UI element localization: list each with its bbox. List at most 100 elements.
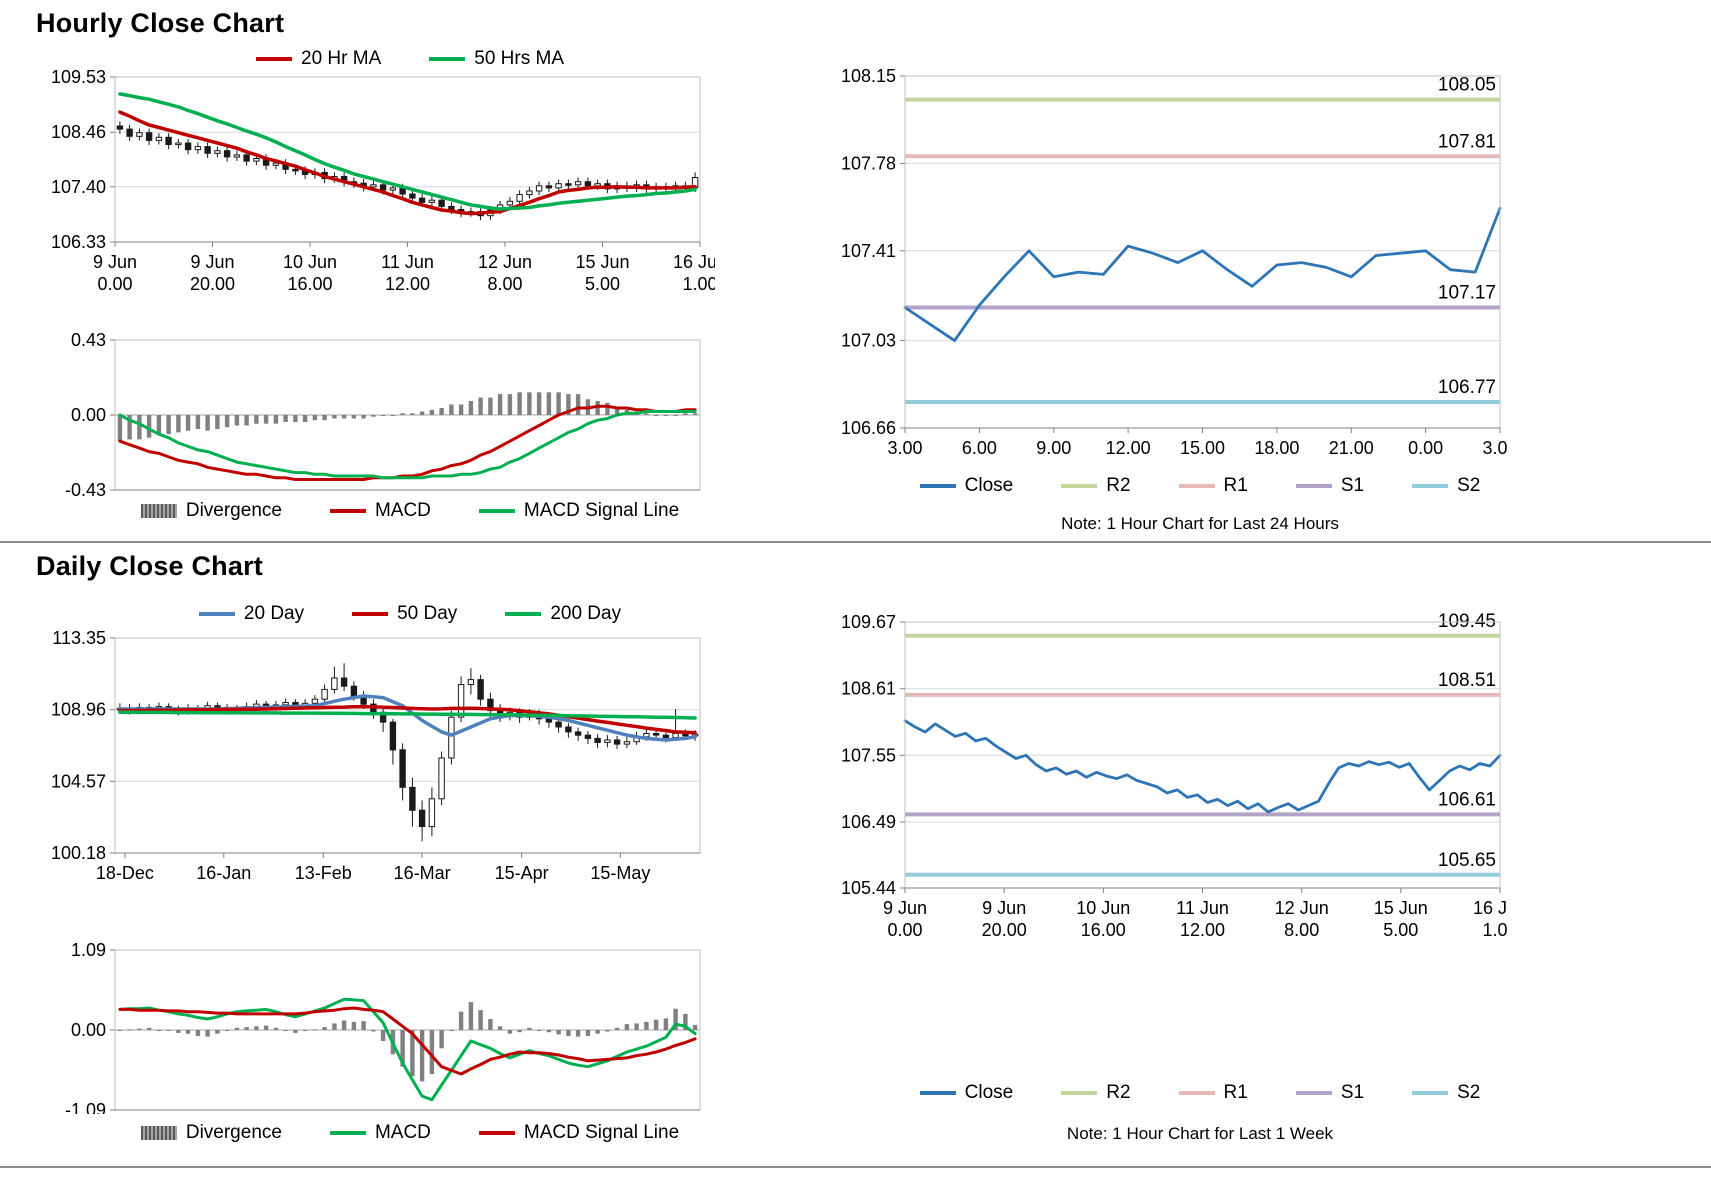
close-line-swatch: [919, 484, 956, 488]
daily-section-title: Daily Close Chart: [36, 551, 263, 581]
svg-text:12.00: 12.00: [1106, 438, 1151, 458]
svg-text:9 Jun: 9 Jun: [883, 898, 927, 918]
svg-text:11 Jun: 11 Jun: [1176, 898, 1229, 918]
legend-item-macd-signal: MACD Signal Line: [478, 500, 680, 522]
svg-text:18.00: 18.00: [1254, 438, 1299, 458]
svg-text:0.43: 0.43: [71, 332, 106, 350]
svg-text:16 Jun: 16 Jun: [1473, 898, 1508, 918]
svg-text:20.00: 20.00: [982, 920, 1027, 940]
svg-text:0.00: 0.00: [71, 1020, 106, 1040]
svg-text:3.00: 3.00: [887, 438, 922, 458]
svg-text:16.00: 16.00: [287, 274, 332, 294]
macd-signal-label: MACD Signal Line: [523, 500, 680, 521]
svg-text:15 Jun: 15 Jun: [1374, 898, 1428, 918]
s2-label-daily: S2: [1457, 1082, 1481, 1103]
svg-text:107.03: 107.03: [841, 331, 896, 351]
svg-text:109.67: 109.67: [841, 612, 896, 632]
macd-signal-line-swatch: [478, 509, 515, 513]
divergence-bars-swatch: [140, 504, 177, 518]
svg-text:18-Dec: 18-Dec: [96, 863, 154, 883]
svg-text:6.00: 6.00: [962, 438, 997, 458]
legend-item-r2-hourly: R2: [1061, 475, 1131, 497]
hourly-sr-chart-svg: 108.05 107.81 107.17 106.77 108.15 107.78 107.…: [841, 66, 1518, 458]
20hr-ma-label: 20 Hr MA: [301, 48, 382, 69]
svg-text:107.40: 107.40: [51, 177, 106, 197]
s1-label: S1: [1340, 475, 1365, 496]
svg-text:16-Mar: 16-Mar: [394, 863, 451, 883]
svg-text:16 Jun: 16 Jun: [673, 252, 715, 272]
legend-item-macd-daily: MACD: [329, 1122, 431, 1144]
svg-text:105.44: 105.44: [841, 878, 896, 898]
legend-item-r1-daily: R1: [1178, 1082, 1248, 1104]
daily-ma-legend: 20 Day 50 Day 200 Day: [110, 603, 710, 625]
20hr-ma-line-swatch: [256, 57, 292, 61]
svg-text:100.18: 100.18: [51, 843, 106, 863]
svg-text:8.00: 8.00: [1284, 920, 1319, 940]
hourly-macd-legend: Divergence MACD MACD Signal Line: [110, 500, 710, 522]
hourly-sr-note: Note: 1 Hour Chart for Last 24 Hours: [1061, 514, 1339, 533]
svg-text:12 Jun: 12 Jun: [478, 252, 532, 272]
daily-price-chart: 113.35 108.96 104.57 100.18 18-Dec 16-Jan 13-F…: [40, 628, 715, 888]
svg-text:108.61: 108.61: [841, 679, 896, 699]
r1-label-daily: R1: [1223, 1082, 1248, 1103]
svg-text:108.96: 108.96: [51, 700, 106, 720]
divergence-label-daily: Divergence: [185, 1122, 282, 1143]
svg-text:9 Jun: 9 Jun: [190, 252, 234, 272]
hourly-macd-chart: 0.43 0.00 -0.43: [40, 330, 715, 502]
svg-text:15.00: 15.00: [1180, 438, 1225, 458]
section-divider: [0, 541, 1711, 543]
r2-line-swatch: [1061, 484, 1098, 488]
page-bottom-divider: [0, 1166, 1711, 1168]
svg-text:1.00: 1.00: [682, 274, 715, 294]
legend-item-200day-ma: 200 Day: [505, 603, 621, 625]
svg-text:1.09: 1.09: [71, 942, 106, 960]
legend-item-s1-daily: S1: [1295, 1082, 1364, 1104]
legend-item-divergence-daily: Divergence: [140, 1122, 282, 1144]
svg-text:0.00: 0.00: [97, 274, 132, 294]
legend-item-20day-ma: 20 Day: [198, 603, 305, 625]
divergence-label: Divergence: [185, 500, 282, 521]
svg-text:5.00: 5.00: [1383, 920, 1418, 940]
macd-signal-label-daily: MACD Signal Line: [523, 1122, 680, 1143]
svg-text:113.35: 113.35: [52, 628, 106, 648]
legend-item-r2-daily: R2: [1061, 1082, 1131, 1104]
hourly-sr-chart: 108.05 107.81 107.17 106.77 108.15 107.78 107.…: [828, 62, 1518, 467]
svg-text:20.00: 20.00: [190, 274, 235, 294]
svg-text:11 Jun: 11 Jun: [381, 252, 434, 272]
daily-sr-chart-svg: 109.45 108.51 106.61 105.65 109.67 108.61 107.…: [841, 611, 1527, 940]
svg-text:12.00: 12.00: [1180, 920, 1225, 940]
50hr-ma-label: 50 Hrs MA: [474, 48, 564, 69]
svg-text:105.65: 105.65: [1438, 850, 1496, 871]
daily-macd-legend: Divergence MACD MACD Signal Line: [110, 1122, 710, 1144]
svg-text:109.45: 109.45: [1438, 611, 1496, 632]
hourly-macd-chart-svg: 0.43 0.00 -0.43: [65, 330, 701, 500]
svg-text:107.55: 107.55: [841, 745, 896, 765]
svg-text:-1.09: -1.09: [65, 1100, 106, 1114]
close-line-swatch-daily: [919, 1091, 956, 1095]
svg-text:108.46: 108.46: [51, 122, 106, 142]
s1-line-swatch-daily: [1295, 1091, 1332, 1095]
svg-text:12 Jun: 12 Jun: [1275, 898, 1329, 918]
legend-item-20hr-ma: 20 Hr MA: [256, 48, 381, 70]
svg-text:0.00: 0.00: [1408, 438, 1443, 458]
macd-label-daily: MACD: [374, 1122, 431, 1143]
r2-label-daily: R2: [1106, 1082, 1131, 1103]
r2-line-swatch-daily: [1061, 1091, 1098, 1095]
r1-label: R1: [1223, 475, 1248, 496]
svg-text:106.49: 106.49: [841, 812, 896, 832]
svg-text:5.00: 5.00: [585, 274, 620, 294]
200day-ma-line-swatch: [505, 612, 542, 616]
svg-text:9 Jun: 9 Jun: [93, 252, 137, 272]
svg-text:106.33: 106.33: [51, 232, 106, 252]
macd-line-swatch-daily: [329, 1131, 366, 1135]
svg-text:13-Feb: 13-Feb: [295, 863, 352, 883]
legend-item-s2-daily: S2: [1412, 1082, 1480, 1104]
svg-text:106.66: 106.66: [841, 418, 896, 438]
20day-ma-label: 20 Day: [243, 603, 305, 624]
svg-text:107.78: 107.78: [841, 153, 896, 173]
svg-text:16.00: 16.00: [1081, 920, 1126, 940]
svg-text:104.57: 104.57: [51, 771, 106, 791]
svg-text:10 Jun: 10 Jun: [1076, 898, 1130, 918]
svg-text:107.17: 107.17: [1438, 283, 1496, 304]
daily-sr-note: Note: 1 Hour Chart for Last 1 Week: [1066, 1124, 1334, 1143]
